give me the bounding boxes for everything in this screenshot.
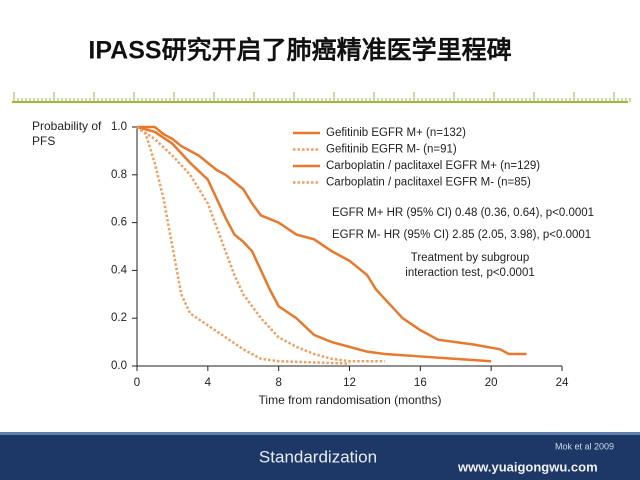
ruler-decoration bbox=[12, 92, 631, 103]
annotation: EGFR M+ HR (95% CI) 0.48 (0.36, 0.64), p… bbox=[332, 207, 594, 219]
x-tick-label: 12 bbox=[343, 377, 356, 389]
footer-band bbox=[0, 432, 640, 480]
y-tick-label: 0.8 bbox=[111, 169, 127, 181]
citation: Mok et al 2009 bbox=[555, 441, 614, 451]
x-axis-label: Time from randomisation (months) bbox=[259, 393, 442, 407]
legend-label: Carboplatin / paclitaxel EGFR M+ (n=129) bbox=[326, 160, 540, 172]
y-tick-label: 0.6 bbox=[111, 217, 127, 229]
footer-stripe bbox=[0, 432, 640, 435]
chart-title: IPASS研究开启了肺癌精准医学里程碑 bbox=[88, 36, 511, 65]
legend-label: Carboplatin / paclitaxel EGFR M- (n=85) bbox=[326, 177, 531, 189]
y-tick-label: 1.0 bbox=[111, 121, 127, 133]
survival-curve bbox=[137, 125, 527, 356]
x-tick-label: 4 bbox=[205, 377, 212, 389]
y-tick-label: 0.4 bbox=[111, 264, 128, 276]
x-tick-label: 24 bbox=[556, 377, 569, 389]
legend-label: Gefitinib EGFR M+ (n=132) bbox=[326, 127, 466, 139]
survival-curve bbox=[136, 125, 385, 363]
survival-curve bbox=[136, 126, 350, 365]
footer-logo: Standardization bbox=[259, 447, 377, 466]
x-tick-label: 8 bbox=[275, 377, 281, 389]
y-tick-label: 0.0 bbox=[111, 360, 127, 372]
x-tick-label: 20 bbox=[485, 377, 498, 389]
annotation: EGFR M- HR (95% CI) 2.85 (2.05, 3.98), p… bbox=[332, 229, 591, 241]
annotation: interaction test, p<0.0001 bbox=[405, 267, 534, 279]
y-tick-label: 0.2 bbox=[111, 312, 127, 324]
x-tick-label: 0 bbox=[134, 377, 140, 389]
x-tick-label: 16 bbox=[414, 377, 427, 389]
legend-label: Gefitinib EGFR M- (n=91) bbox=[326, 144, 457, 156]
survival-curve bbox=[136, 125, 492, 363]
watermark: www.yuaigongwu.com bbox=[457, 459, 598, 474]
y-axis-label: Probability of PFS bbox=[32, 119, 102, 148]
annotation: Treatment by subgroup bbox=[411, 252, 529, 264]
